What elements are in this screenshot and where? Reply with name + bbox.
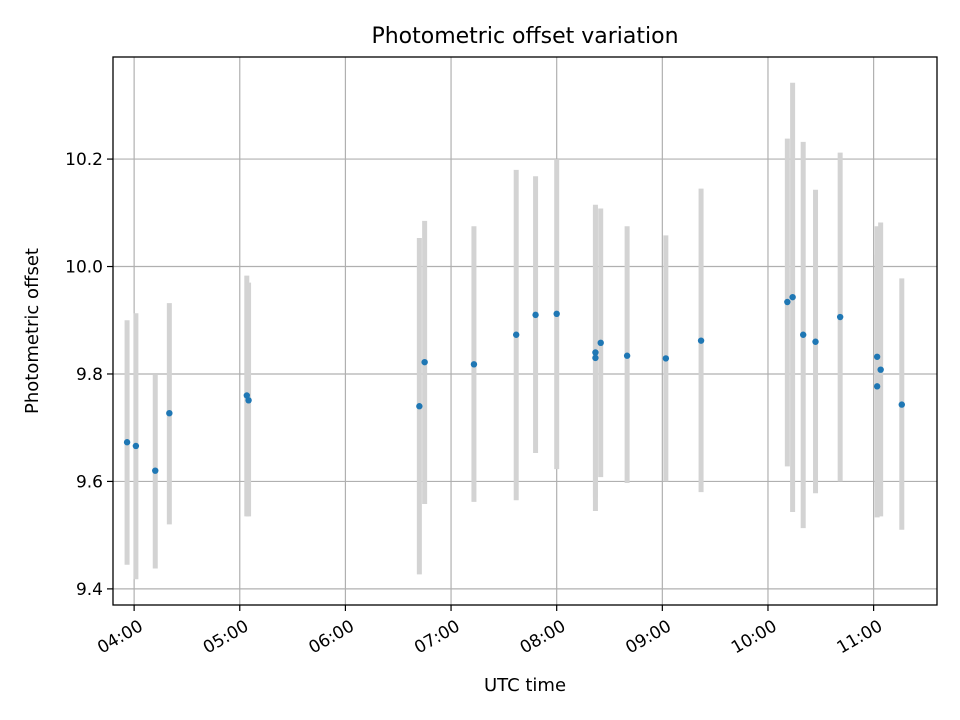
y-tick-label: 10.2: [65, 150, 103, 170]
x-tick-label: 05:00: [200, 616, 252, 658]
x-tick-label: 11:00: [834, 616, 886, 658]
data-point: [784, 298, 791, 306]
data-point: [789, 293, 796, 301]
chart-title: Photometric offset variation: [371, 24, 678, 49]
data-point: [132, 442, 140, 450]
data-point: [799, 331, 807, 338]
data-point: [592, 354, 599, 362]
y-tick-label: 9.4: [76, 580, 103, 600]
plot-area-frame: [112, 56, 938, 606]
data-points: [123, 293, 905, 474]
data-point: [553, 310, 560, 318]
x-tick-label: 07:00: [411, 616, 463, 658]
data-point: [697, 337, 705, 344]
data-point: [152, 467, 159, 474]
data-point: [532, 311, 539, 319]
data-point: [421, 358, 428, 366]
x-axis-label: UTC time: [484, 675, 566, 696]
y-axis-label: Photometric offset: [22, 248, 43, 414]
data-point: [877, 366, 884, 373]
data-point: [470, 361, 478, 368]
x-tick-label: 08:00: [517, 616, 569, 658]
data-point: [898, 401, 905, 408]
data-point: [662, 355, 670, 362]
y-tick-label: 9.6: [76, 472, 103, 492]
data-point: [592, 349, 599, 356]
data-point: [623, 352, 631, 359]
data-point: [873, 353, 881, 360]
y-tick-label: 9.8: [76, 365, 103, 385]
x-tick-label: 06:00: [305, 616, 357, 658]
data-point: [166, 410, 173, 417]
data-point: [245, 397, 252, 404]
data-point: [873, 383, 881, 390]
data-point: [123, 439, 131, 446]
y-tick-label: 10.0: [65, 258, 103, 278]
data-point: [416, 403, 423, 410]
data-point: [243, 392, 251, 399]
data-point: [836, 313, 844, 321]
data-point: [512, 331, 520, 338]
error-bars: [124, 82, 905, 580]
data-point: [812, 338, 819, 345]
x-tick-label: 04:00: [94, 616, 146, 658]
x-tick-label: 09:00: [622, 616, 674, 658]
x-tick-label: 10:00: [728, 616, 780, 658]
data-point: [597, 339, 604, 347]
